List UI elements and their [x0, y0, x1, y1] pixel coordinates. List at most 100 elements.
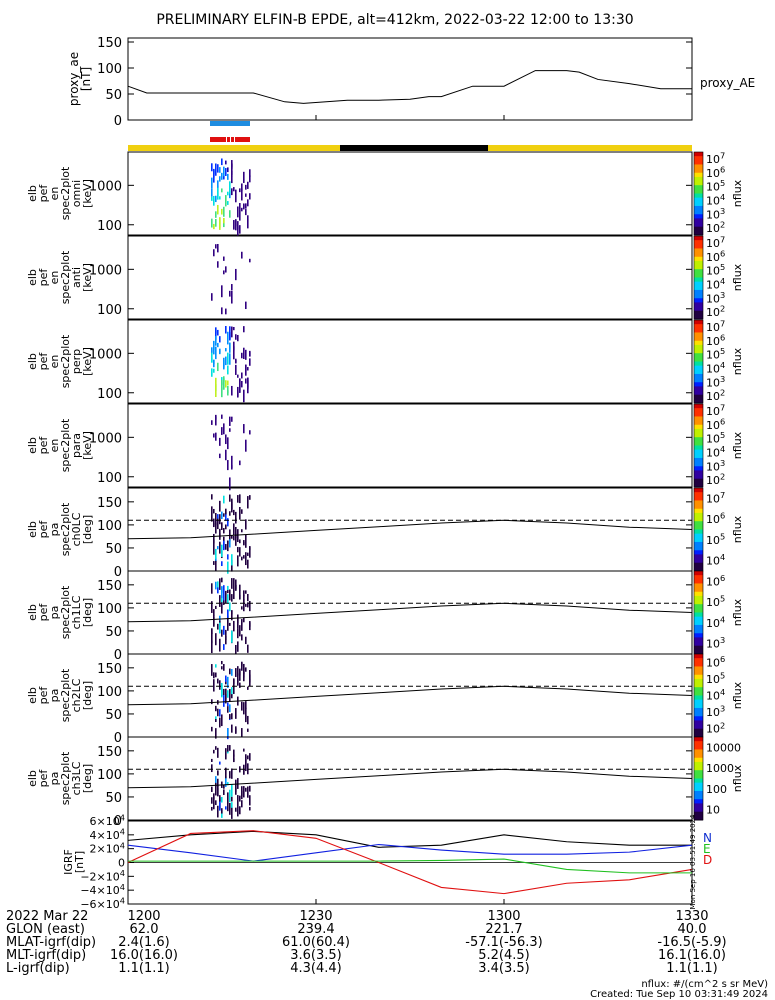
colorbar-segment — [694, 508, 703, 514]
colorbar-segment — [694, 248, 703, 254]
elb_pef_pa_spec2plot_ch2LC-ylabel: elb — [26, 687, 39, 704]
elb_pef_pa_spec2plot_ch1LC-pixel — [219, 595, 221, 607]
colorbar-segment — [694, 699, 703, 705]
elb_pef_pa_spec2plot_ch1LC-pixel — [227, 615, 229, 626]
elb_pef_pa_spec2plot_ch1LC-pixel — [245, 603, 247, 607]
elb_pef_en_spec2plot_perp-pixel — [213, 368, 215, 373]
elb_pef_pa_spec2plot_ch3LC-pixel — [245, 787, 247, 792]
elb_pef_en_spec2plot_omni-pixel — [243, 171, 245, 181]
ae-ytick-label: 100 — [97, 62, 122, 77]
colorbar-segment — [694, 488, 703, 493]
elb_pef_en_spec2plot_omni-pixel — [237, 221, 239, 230]
colorbar-segment — [694, 720, 703, 726]
elb_pef_pa_spec2plot_ch3LC-pixel — [213, 793, 215, 799]
elb_pef_pa_spec2plot_ch0LC-pixel — [219, 533, 221, 538]
elb_pef_pa_spec2plot_ch3LC-pixel — [225, 806, 227, 810]
colorbar-segment — [694, 433, 703, 438]
elb_pef_pa_spec2plot_ch0LC-pixel — [227, 561, 229, 574]
elb_pef_en_spec2plot_perp-pixel — [215, 384, 217, 398]
colorbar-segment — [694, 811, 703, 817]
colorbar-segment — [694, 252, 703, 258]
igrf-n-line — [127, 830, 692, 848]
colorbar-segment — [694, 373, 703, 379]
elb_pef_pa_spec2plot_ch1LC-ylabel: elb — [26, 604, 39, 621]
colorbar-segment — [694, 168, 703, 174]
elb_pef_en_spec2plot_omni-colorbar-tick: 105 — [706, 178, 725, 193]
elb_pef_pa_spec2plot_ch2LC-pixel — [217, 708, 219, 717]
elb_pef_en_spec2plot_perp-pixel — [211, 357, 213, 363]
elb_pef_en_spec2plot_anti-ylabel: spec2plot — [59, 250, 72, 304]
elb_pef_en_spec2plot_perp-ylabel: spec2plot — [59, 334, 72, 388]
red-zone-gap — [226, 137, 227, 142]
elb_pef_en_spec2plot_omni-pixel — [217, 204, 219, 215]
elb_pef_pa_spec2plot_ch3LC-pixel — [233, 758, 235, 763]
elb_pef_pa_spec2plot_ch2LC-ylabel: pa — [48, 689, 61, 703]
elb_pef_pa_spec2plot_ch1LC-pixel — [217, 587, 219, 594]
elb_pef_pa_spec2plot_ch0LC-pixel — [239, 494, 241, 504]
elb_pef_en_spec2plot_anti-spectrum — [211, 243, 251, 315]
elb_pef_pa_spec2plot_ch3LC-pixel — [219, 799, 221, 811]
colorbar-segment — [694, 795, 703, 800]
elb_pef_pa_spec2plot_ch3LC-pixel — [231, 802, 233, 809]
elb_pef_pa_spec2plot_ch0LC-pixel — [241, 529, 243, 533]
elb_pef_en_spec2plot_anti-pixel — [235, 268, 237, 281]
ae-ylabel: proxy_ae — [67, 52, 81, 106]
elb_pef_pa_spec2plot_ch3LC-pixel — [231, 768, 233, 779]
elb_pef_pa_spec2plot_ch0LC-pixel — [237, 546, 239, 553]
elb_pef_en_spec2plot_anti-pixel — [217, 261, 219, 268]
elb_pef_pa_spec2plot_ch2LC-pixel — [245, 667, 247, 672]
elb_pef_en_spec2plot_perp-pixel — [211, 368, 213, 377]
elb_pef_pa_spec2plot_ch1LC-pixel — [229, 622, 231, 626]
elb_pef_pa_spec2plot_ch0LC-pixel — [229, 539, 231, 548]
elb_pef_pa_spec2plot_ch3LC-pixel — [219, 795, 221, 802]
elb_pef_pa_spec2plot_ch1LC-colorbar-tick: 105 — [706, 594, 725, 609]
elb_pef_en_spec2plot_perp-pixel — [217, 362, 219, 372]
elb_pef_pa_spec2plot_ch2LC-pixel — [249, 669, 251, 680]
colorbar-segment — [694, 269, 703, 274]
elb_pef_pa_spec2plot_ch2LC-pixel — [231, 724, 233, 733]
elb_pef_pa_spec2plot_ch1LC-pixel — [231, 610, 233, 621]
elb_pef_en_spec2plot_perp-pixel — [227, 365, 229, 375]
elb_pef_pa_spec2plot_ch1LC-pixel — [219, 622, 221, 633]
elb_pef_en_spec2plot_perp-pixel — [221, 382, 223, 390]
colorbar-frame — [693, 319, 704, 404]
elb_pef_en_spec2plot_perp-pixel — [219, 336, 221, 343]
colorbar-segment — [694, 285, 703, 291]
elb_pef_en_spec2plot_perp-pixel — [225, 380, 227, 388]
elb_pef_pa_spec2plot_ch2LC-ytick-label: 50 — [105, 708, 122, 723]
colorbar-segment — [694, 416, 703, 422]
footer-row-label: MLT-igrf(dip) — [6, 948, 86, 963]
elb_pef_pa_spec2plot_ch2LC-pixel — [231, 713, 233, 720]
elb_pef_en_spec2plot_para-pixel — [215, 432, 217, 441]
elb_pef_en_spec2plot_omni-pixel — [239, 209, 241, 221]
elb_pef_en_spec2plot_perp-pixel — [245, 349, 247, 360]
elb_pef_en_spec2plot_perp-pixel — [223, 379, 225, 390]
elb_pef_pa_spec2plot_ch1LC-pixel — [217, 623, 219, 630]
elb_pef_en_spec2plot_perp-pixel — [241, 372, 243, 379]
elb_pef_en_spec2plot_omni-pixel — [249, 193, 251, 200]
elb_pef_en_spec2plot_omni-pixel — [249, 169, 251, 178]
colorbar-segment — [694, 695, 703, 701]
elb_pef_pa_spec2plot_ch1LC-pixel — [231, 578, 233, 589]
elb_pef_pa_spec2plot_ch2LC-pixel — [241, 662, 243, 671]
elb_pef_pa_spec2plot_ch3LC-pixel — [225, 748, 227, 760]
elb_pef_en_spec2plot_perp-pixel — [245, 364, 247, 371]
elb_pef_pa_spec2plot_ch1LC-pixel — [223, 625, 225, 635]
elb_pef_pa_spec2plot_ch1LC-ytick-label: 100 — [97, 602, 122, 617]
elb_pef_en_spec2plot_anti-pixel — [213, 249, 215, 257]
igrf-side-label: Mon Sep 16 03:51:49 2024 — [689, 814, 697, 910]
elb_pef_pa_spec2plot_ch3LC-pixel — [215, 746, 217, 750]
elb_pef_pa_spec2plot_ch2LC-pixel — [223, 695, 225, 707]
elb_pef_pa_spec2plot_ch0LC-pixel — [235, 526, 237, 539]
elb_pef_pa_spec2plot_ch2LC-pixel — [239, 682, 241, 688]
elb_pef_pa_spec2plot_ch2LC-pixel — [243, 702, 245, 715]
colorbar-segment — [694, 658, 703, 663]
elb_pef_en_spec2plot_perp-pixel — [233, 341, 235, 351]
footer-row-value: 3.4(3.5) — [478, 961, 530, 976]
elb_pef_pa_spec2plot_ch3LC-pixel — [221, 808, 223, 814]
elb_pef_pa_spec2plot_ch2LC-pixel — [231, 687, 233, 696]
footer-row-value: 2.4(1.6) — [118, 935, 170, 950]
elb_pef_pa_spec2plot_ch2LC-pixel — [229, 714, 231, 720]
colorbar-segment — [694, 782, 703, 788]
